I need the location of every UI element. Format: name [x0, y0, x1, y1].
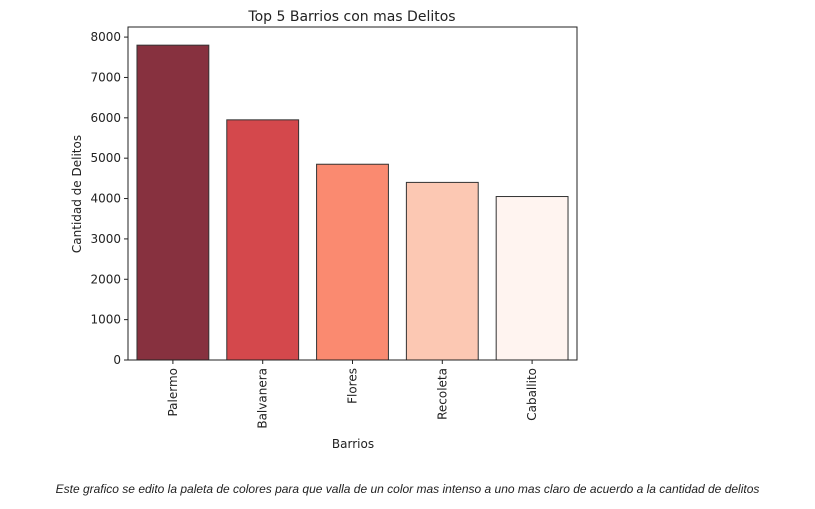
bar-chart: Top 5 Barrios con mas Delitos 0 1000 2000 3… — [70, 9, 578, 451]
x-tick-label: Flores — [346, 368, 360, 404]
y-tick-label: 3000 — [90, 232, 121, 246]
y-tick-label: 0 — [113, 353, 121, 367]
x-axis-label: Barrios — [332, 437, 374, 451]
bar-balvanera — [226, 119, 300, 361]
bars-group — [136, 44, 569, 361]
x-axis: Palermo Balvanera Flores Recoleta Caballito — [166, 360, 539, 429]
y-tick-label: 1000 — [90, 313, 121, 327]
bar-palermo — [136, 44, 210, 361]
x-tick-label: Caballito — [525, 368, 539, 421]
y-tick-label: 5000 — [90, 151, 121, 165]
x-tick-label: Balvanera — [256, 368, 270, 429]
y-tick-label: 8000 — [90, 30, 121, 44]
x-tick-label: Palermo — [166, 368, 180, 417]
y-tick-label: 6000 — [90, 111, 121, 125]
y-tick-label: 2000 — [90, 272, 121, 286]
bar-recoleta — [405, 181, 479, 361]
y-tick-label: 4000 — [90, 192, 121, 206]
y-axis: 0 1000 2000 3000 4000 5000 6000 7000 8000 — [90, 30, 128, 367]
y-tick-label: 7000 — [90, 71, 121, 85]
bar-caballito — [495, 196, 569, 361]
chart-title: Top 5 Barrios con mas Delitos — [247, 9, 455, 25]
chart-caption: Este grafico se edito la paleta de color… — [55, 482, 760, 496]
x-tick-label: Recoleta — [435, 368, 449, 420]
bar-flores — [316, 163, 389, 361]
plot-frame — [127, 26, 578, 361]
y-axis-label: Cantidad de Delitos — [70, 135, 84, 253]
